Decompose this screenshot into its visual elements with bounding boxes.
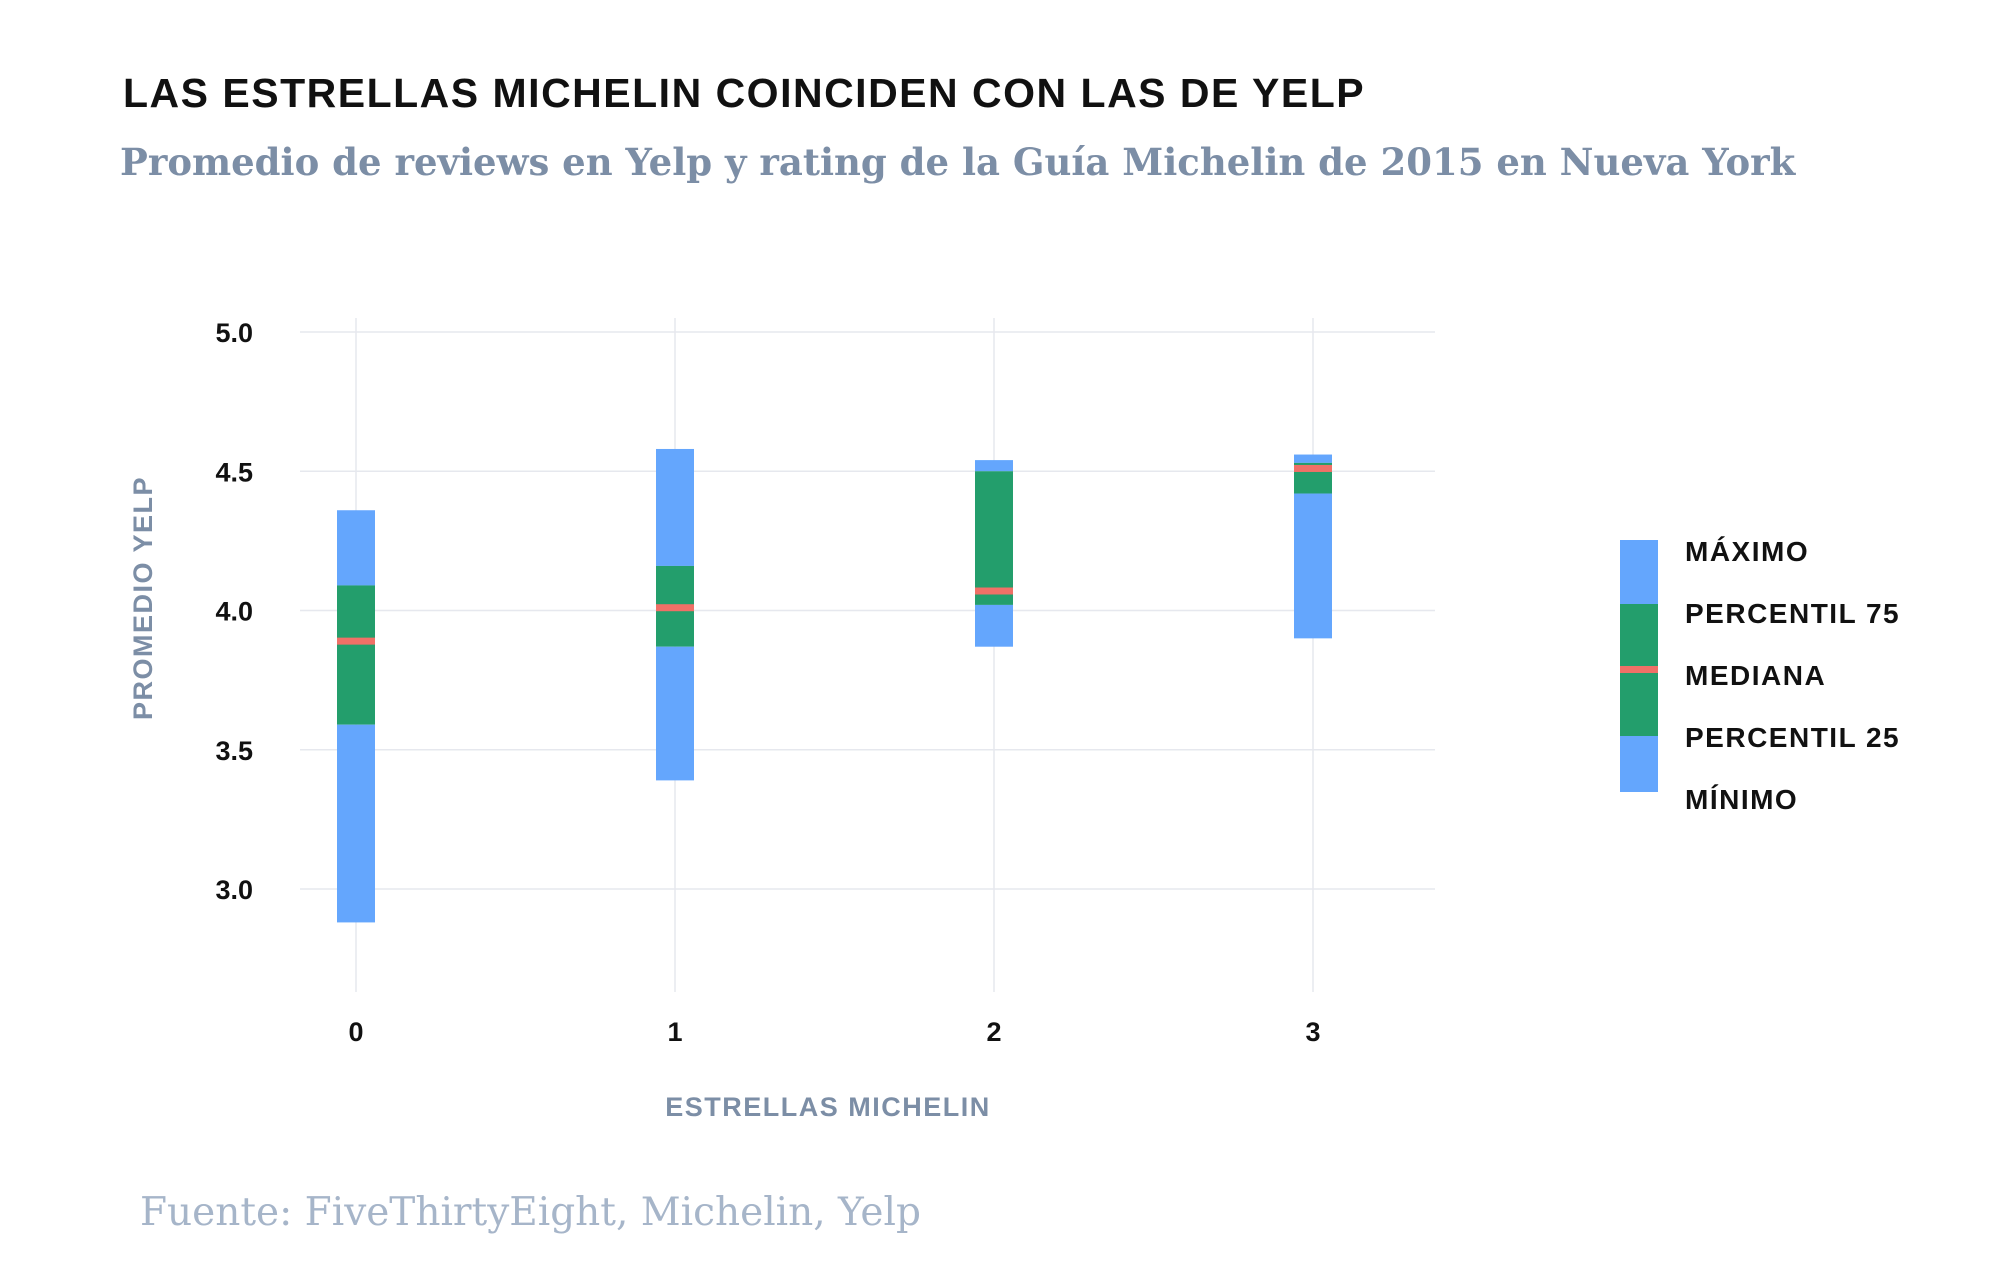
box-interquartile [975, 471, 1013, 605]
legend-label: PERCENTIL 75 [1685, 598, 1900, 629]
x-tick-label: 2 [986, 1017, 1001, 1047]
box-median-line [1294, 464, 1332, 472]
source-note: Fuente: FiveThirtyEight, Michelin, Yelp [140, 1190, 921, 1235]
box-median-line [975, 587, 1013, 595]
chart-title: LAS ESTRELLAS MICHELIN COINCIDEN CON LAS… [123, 70, 1366, 116]
box-lower-range [656, 646, 694, 781]
box-median-line [337, 637, 375, 645]
legend: MÁXIMO PERCENTIL 75 MEDIANA PERCENTIL 25 MÍN… [1620, 536, 1900, 815]
chart-subtitle: Promedio de reviews en Yelp y rating de … [120, 140, 1796, 184]
y-tick-label: 4.5 [215, 457, 253, 487]
y-tick-label: 5.0 [215, 318, 253, 348]
legend-label: MEDIANA [1685, 660, 1826, 691]
box-upper-range [656, 448, 694, 566]
legend-label: PERCENTIL 25 [1685, 722, 1900, 753]
box-upper-range [1294, 454, 1332, 463]
box-upper-range [337, 510, 375, 586]
box-upper-range [975, 460, 1013, 472]
boxes-layer [337, 448, 1332, 923]
legend-swatch-min [1620, 736, 1658, 792]
box-lower-range [1294, 493, 1332, 639]
y-tick-label: 3.0 [215, 875, 253, 905]
box-median-line [656, 604, 694, 612]
legend-label: MÍNIMO [1685, 784, 1798, 815]
grid-layer [300, 318, 1435, 992]
x-tick-label: 0 [348, 1017, 363, 1047]
y-tick-label: 4.0 [215, 597, 253, 627]
y-axis-title: PROMEDIO YELP [128, 476, 158, 720]
x-tick-label: 1 [667, 1017, 682, 1047]
x-tick-label: 3 [1305, 1017, 1320, 1047]
legend-swatch-median [1620, 666, 1658, 673]
ticks-layer: 5.0 4.5 4.0 3.5 3.0 0 1 2 3 [215, 318, 1320, 1047]
box-interquartile [337, 585, 375, 725]
box-lower-range [975, 604, 1013, 647]
y-tick-label: 3.5 [215, 736, 253, 766]
box-lower-range [337, 724, 375, 923]
legend-swatch-max [1620, 540, 1658, 604]
x-axis-title: ESTRELLAS MICHELIN [665, 1092, 991, 1122]
legend-label: MÁXIMO [1685, 536, 1809, 567]
